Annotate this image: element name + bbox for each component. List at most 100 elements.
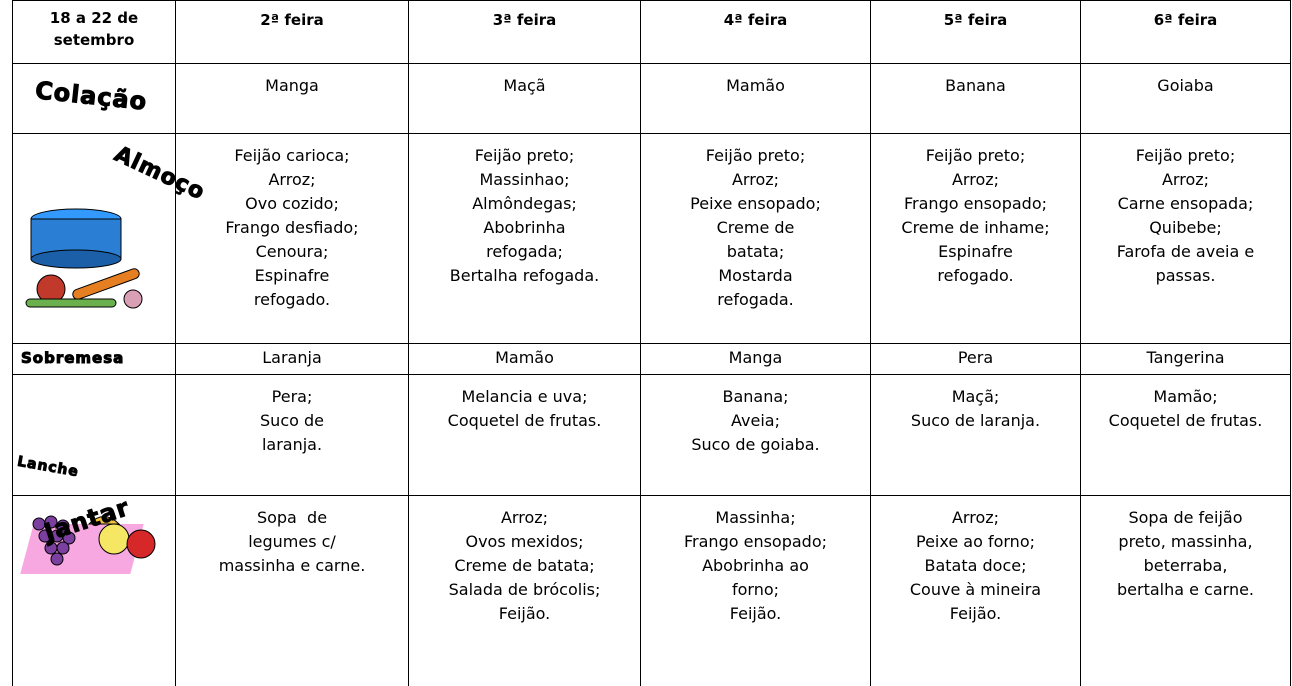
menu-item: Salada de brócolis; — [448, 580, 601, 599]
meal-row: Almoço Feijão carioca; Arroz; Ovo cozido; Fr… — [12, 133, 1291, 344]
menu-item: Feijão. — [498, 604, 551, 623]
menu-item: Peixe ao forno; — [916, 532, 1035, 551]
menu-cell: Mamão — [640, 63, 871, 134]
header-row: 18 a 22 de setembro 2ª feira 3ª feira 4ª fe… — [12, 0, 1291, 64]
menu-item: bertalha e carne. — [1116, 580, 1255, 599]
menu-cell: Banana; Aveia; Suco de goiaba. — [640, 374, 871, 496]
menu-cell: Mamão — [408, 343, 641, 375]
menu-item: Pera — [957, 348, 994, 367]
menu-cell: Manga — [640, 343, 871, 375]
meal-label: Colação — [33, 76, 149, 117]
meal-icon — [20, 515, 156, 574]
menu-item: Laranja — [262, 348, 322, 367]
menu-item: Carne ensopada; — [1117, 194, 1254, 213]
day-header: 3ª feira — [408, 0, 641, 64]
menu-item: Mamão — [495, 348, 554, 367]
menu-item: Manga — [728, 348, 783, 367]
menu-item: Feijão preto; — [474, 146, 575, 165]
meal-label: Lanche — [16, 453, 81, 481]
menu-cell: Manga — [175, 63, 409, 134]
menu-item: Massinha; — [715, 508, 796, 527]
menu-item: Frango ensopado; — [684, 532, 827, 551]
menu-item: Almôndegas; — [472, 194, 577, 213]
menu-item: Frango desfiado; — [225, 218, 359, 237]
menu-item: Massinhao; — [479, 170, 570, 189]
menu-cell: Laranja — [175, 343, 409, 375]
menu-item: refogada. — [717, 290, 794, 309]
menu-item: Peixe ensopado; — [690, 194, 821, 213]
menu-item: Feijão. — [949, 604, 1002, 623]
menu-item: Sopa de feijão — [1128, 508, 1243, 527]
menu-item: Ovos mexidos; — [465, 532, 584, 551]
week-label: 18 a 22 de setembro — [12, 0, 176, 64]
menu-item: refogado. — [253, 290, 331, 309]
menu-cell: Feijão preto; Arroz; Frango ensopado; Creme… — [870, 133, 1081, 344]
menu-item: Creme de inhame; — [901, 218, 1050, 237]
menu-item: Quibebe; — [1149, 218, 1222, 237]
menu-item: Bertalha refogada. — [449, 266, 600, 285]
menu-item: Melancia e uva; — [461, 387, 588, 406]
menu-cell: Pera — [870, 343, 1081, 375]
menu-item: massinha e carne. — [218, 556, 366, 575]
menu-item: Creme de — [716, 218, 795, 237]
menu-cell: Feijão preto; Arroz; Peixe ensopado; Creme … — [640, 133, 871, 344]
menu-cell: Melancia e uva; Coquetel de frutas. — [408, 374, 641, 496]
menu-cell: Maçã; Suco de laranja. — [870, 374, 1081, 496]
menu-item: beterraba, — [1143, 556, 1228, 575]
menu-item: Arroz; — [268, 170, 316, 189]
meal-row: Lanche Pera; Suco de laranja. Melancia e uva… — [12, 374, 1291, 496]
menu-table: 18 a 22 de setembro 2ª feira 3ª feira 4ª fe… — [12, 0, 1291, 686]
menu-item: Feijão carioca; — [234, 146, 350, 165]
menu-item: Arroz; — [951, 508, 1000, 527]
meal-row: Colação Manga Maçã Mamão Banana Goiaba — [12, 63, 1291, 134]
meal-label-cell: Colação — [12, 63, 176, 134]
menu-item: passas. — [1155, 266, 1216, 285]
menu-item: Couve à mineira — [909, 580, 1042, 599]
menu-item: Aveia; — [731, 411, 780, 430]
menu-item: Arroz; — [1161, 170, 1210, 189]
menu-item: preto, massinha, — [1118, 532, 1253, 551]
menu-item: Banana — [945, 76, 1006, 95]
menu-item: Maçã; — [951, 387, 1000, 406]
menu-item: Sopa de — [256, 508, 328, 527]
menu-item: Pera; — [271, 387, 313, 406]
menu-cell: Tangerina — [1080, 343, 1291, 375]
menu-item: Creme de batata; — [454, 556, 595, 575]
menu-cell: Feijão preto; Arroz; Carne ensopada; Quibeb… — [1080, 133, 1291, 344]
day-header: 5ª feira — [870, 0, 1081, 64]
menu-item: Feijão. — [729, 604, 782, 623]
meal-label-cell: Jantar — [12, 493, 176, 686]
menu-cell: Goiaba — [1080, 63, 1291, 134]
menu-cell: Mamão; Coquetel de frutas. — [1080, 374, 1291, 496]
menu-item: Abobrinha — [483, 218, 566, 237]
menu-cell: Arroz; Ovos mexidos; Creme de batata; Salad… — [408, 495, 641, 686]
day-header: 6ª feira — [1080, 0, 1291, 64]
menu-cell: Feijão preto; Massinhao; Almôndegas; Abobri… — [408, 133, 641, 344]
menu-item: Goiaba — [1157, 76, 1214, 95]
meal-label-cell: Almoço — [12, 133, 209, 344]
menu-item: Frango ensopado; — [904, 194, 1047, 213]
menu-item: legumes c/ — [248, 532, 336, 551]
meal-row: Sobremesa Laranja Mamão Manga Pera Tangerina — [12, 343, 1291, 375]
menu-item: laranja. — [261, 435, 323, 454]
menu-item: Cenoura; — [255, 242, 329, 261]
menu-item: Tangerina — [1146, 348, 1225, 367]
menu-cell: Arroz; Peixe ao forno; Batata doce; Couve à… — [870, 495, 1081, 686]
menu-item: Espinafre — [254, 266, 330, 285]
menu-item: Mamão; — [1153, 387, 1218, 406]
menu-item: refogada; — [486, 242, 563, 261]
menu-item: Ovo cozido; — [245, 194, 339, 213]
menu-item: refogado. — [937, 266, 1014, 285]
day-header: 2ª feira — [175, 0, 409, 64]
day-header: 4ª feira — [640, 0, 871, 64]
menu-item: Farofa de aveia e — [1116, 242, 1255, 261]
meal-label: Sobremesa — [20, 349, 125, 368]
menu-cell: Maçã — [408, 63, 641, 134]
menu-item: Arroz; — [500, 508, 549, 527]
menu-item: Arroz; — [731, 170, 780, 189]
menu-cell: Pera; Suco de laranja. — [175, 374, 409, 496]
menu-item: forno; — [731, 580, 780, 599]
menu-item: Manga — [265, 76, 319, 95]
menu-cell: Feijão carioca; Arroz; Ovo cozido; Frango d… — [175, 133, 409, 344]
